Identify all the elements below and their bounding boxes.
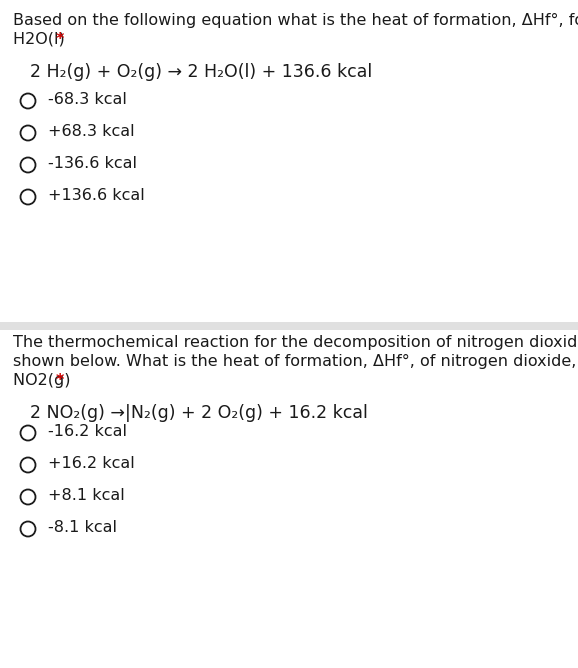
Text: NO2(g): NO2(g) xyxy=(13,373,76,388)
Text: Based on the following equation what is the heat of formation, ΔHf°, for: Based on the following equation what is … xyxy=(13,13,578,28)
Text: +16.2 kcal: +16.2 kcal xyxy=(48,456,135,471)
Text: The thermochemical reaction for the decomposition of nitrogen dioxide is: The thermochemical reaction for the deco… xyxy=(13,335,578,350)
Text: -8.1 kcal: -8.1 kcal xyxy=(48,520,117,535)
Text: H2O(l): H2O(l) xyxy=(13,32,70,47)
Bar xyxy=(0,322,578,330)
Text: -16.2 kcal: -16.2 kcal xyxy=(48,424,127,439)
Text: -68.3 kcal: -68.3 kcal xyxy=(48,92,127,107)
Text: -136.6 kcal: -136.6 kcal xyxy=(48,156,137,171)
Bar xyxy=(0,330,578,668)
Text: *: * xyxy=(56,373,64,388)
Text: 2 NO₂(g) →|N₂(g) + 2 O₂(g) + 16.2 kcal: 2 NO₂(g) →|N₂(g) + 2 O₂(g) + 16.2 kcal xyxy=(30,404,368,422)
Text: *: * xyxy=(56,32,64,47)
Text: +8.1 kcal: +8.1 kcal xyxy=(48,488,125,503)
Text: +68.3 kcal: +68.3 kcal xyxy=(48,124,135,139)
Text: shown below. What is the heat of formation, ΔHf°, of nitrogen dioxide,: shown below. What is the heat of formati… xyxy=(13,354,576,369)
Text: 2 H₂(g) + O₂(g) → 2 H₂O(l) + 136.6 kcal: 2 H₂(g) + O₂(g) → 2 H₂O(l) + 136.6 kcal xyxy=(30,63,372,81)
Text: +136.6 kcal: +136.6 kcal xyxy=(48,188,144,203)
